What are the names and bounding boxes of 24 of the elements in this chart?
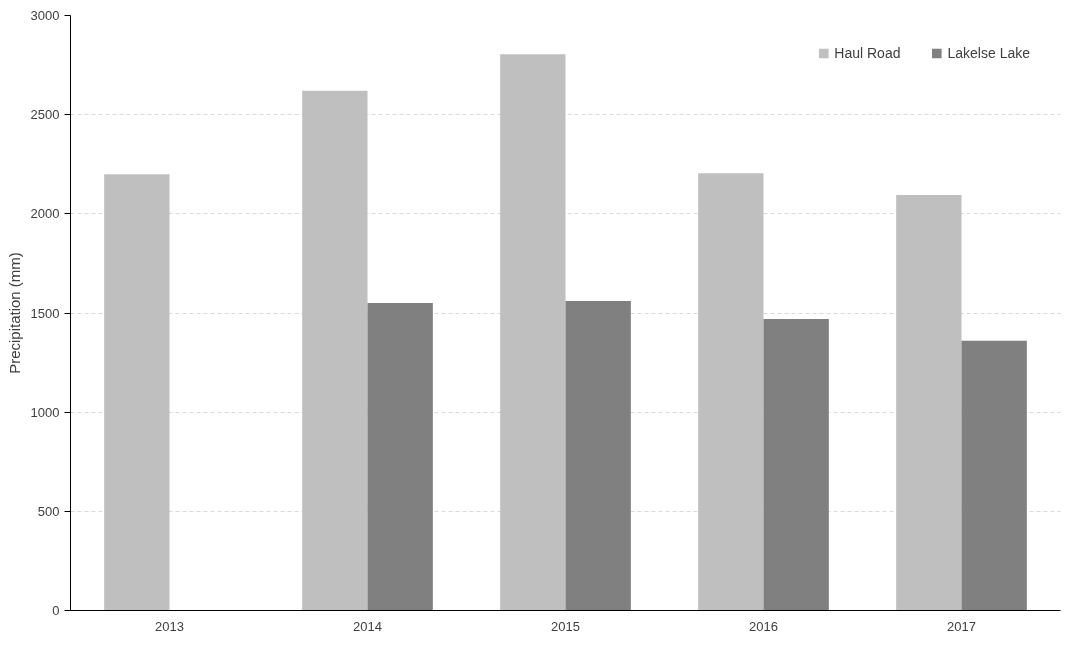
y-tick-label: 2000 — [30, 206, 60, 222]
legend-label: Haul Road — [834, 45, 901, 61]
y-axis-title: Precipitation (mm) — [5, 252, 23, 374]
bar — [500, 54, 566, 611]
y-tick-label: 1000 — [30, 404, 60, 420]
x-tick-label: 2015 — [551, 618, 580, 634]
bar — [302, 90, 368, 611]
x-tick-label: 2013 — [155, 618, 184, 634]
x-tick-label: 2014 — [353, 618, 382, 634]
y-tick-label: 2500 — [30, 107, 60, 123]
bar — [763, 318, 829, 611]
bar — [367, 303, 433, 611]
bar — [698, 173, 764, 611]
bar — [565, 301, 631, 611]
y-tick-label: 500 — [37, 503, 60, 519]
bar — [896, 194, 962, 611]
x-tick-label: 2017 — [947, 618, 976, 634]
y-tick-label: 3000 — [30, 8, 60, 23]
legend-label: Lakelse Lake — [947, 45, 1030, 61]
x-tick-label: 2016 — [749, 618, 778, 634]
bar — [104, 174, 170, 611]
y-tick-label: 1500 — [30, 305, 60, 321]
bar — [961, 340, 1027, 611]
y-tick-label: 0 — [52, 603, 60, 618]
